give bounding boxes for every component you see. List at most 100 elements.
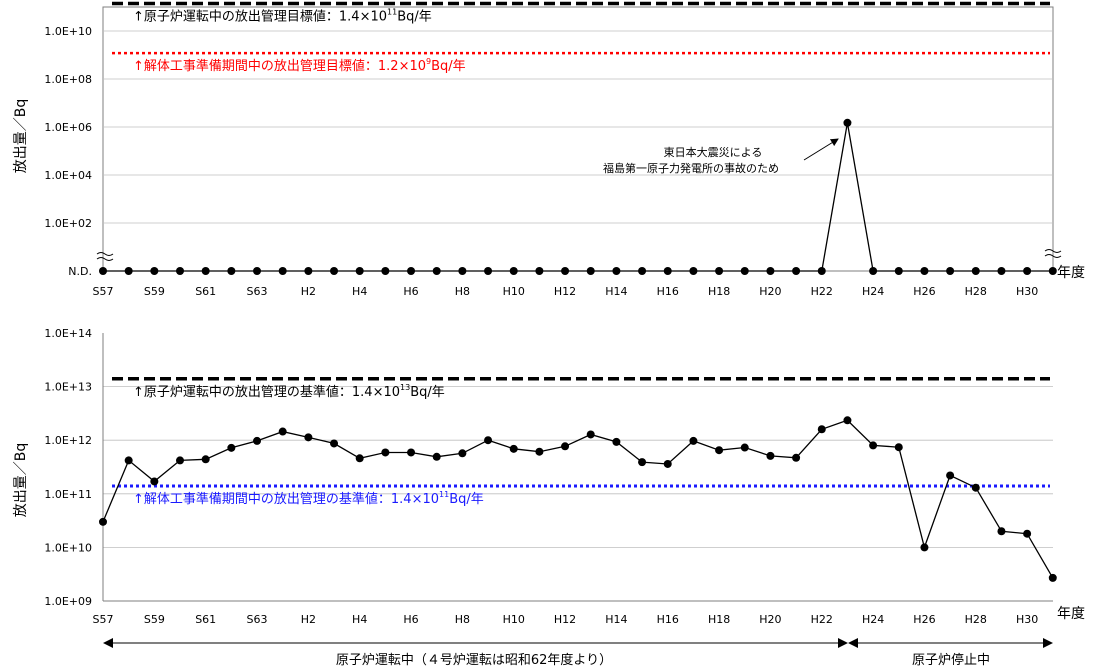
data-point bbox=[612, 267, 621, 275]
data-point bbox=[715, 446, 724, 455]
data-point bbox=[843, 416, 852, 425]
x-tick-label: H30 bbox=[1016, 613, 1038, 626]
data-point bbox=[150, 267, 159, 275]
data-point bbox=[458, 267, 467, 275]
y-tick-label: 1.0E+10 bbox=[44, 541, 92, 554]
shutdown-period-label: 原子炉停止中 bbox=[912, 652, 990, 668]
x-tick-label: S61 bbox=[195, 285, 216, 298]
data-point bbox=[612, 437, 621, 446]
data-point bbox=[381, 267, 390, 275]
data-point bbox=[971, 483, 980, 492]
data-point bbox=[920, 543, 929, 552]
x-tick-label: H14 bbox=[605, 285, 627, 298]
data-point bbox=[330, 267, 339, 275]
x-tick-label: H10 bbox=[503, 613, 525, 626]
data-point bbox=[99, 517, 107, 526]
x-tick-label: H18 bbox=[708, 613, 730, 626]
data-point bbox=[176, 456, 185, 465]
data-point bbox=[535, 267, 544, 275]
data-point bbox=[124, 456, 133, 465]
y-tick-label: 1.0E+08 bbox=[44, 73, 92, 86]
data-point bbox=[869, 267, 878, 275]
x-tick-label: H20 bbox=[759, 613, 781, 626]
data-point bbox=[766, 267, 775, 275]
data-point bbox=[432, 267, 441, 275]
data-point bbox=[561, 267, 570, 275]
axis-break-right-2 bbox=[1044, 254, 1062, 258]
x-tick-label: H12 bbox=[554, 613, 576, 626]
data-point bbox=[509, 267, 518, 275]
x-tick-label: H4 bbox=[352, 285, 367, 298]
x-tick-label: S63 bbox=[247, 285, 268, 298]
bottom-chart-y-axis-label: 放出量／Bq bbox=[13, 443, 29, 518]
x-tick-label: H16 bbox=[657, 613, 679, 626]
data-point bbox=[792, 453, 801, 462]
x-tick-label: H22 bbox=[811, 285, 833, 298]
y-tick-label: 1.0E+02 bbox=[44, 217, 92, 230]
x-tick-label: H14 bbox=[605, 613, 627, 626]
data-point bbox=[586, 430, 595, 439]
data-point bbox=[124, 267, 133, 275]
x-tick-label: H2 bbox=[301, 613, 316, 626]
top-chart-x-axis-label: 年度 bbox=[1057, 265, 1085, 281]
x-tick-label: H24 bbox=[862, 285, 884, 298]
data-point bbox=[432, 452, 441, 461]
data-point bbox=[997, 527, 1006, 536]
data-point bbox=[586, 267, 595, 275]
data-point bbox=[278, 427, 287, 436]
x-tick-label: H22 bbox=[811, 613, 833, 626]
data-point bbox=[355, 267, 364, 275]
data-point bbox=[1023, 267, 1032, 275]
data-point bbox=[766, 451, 775, 460]
top-chart: 1.0E+021.0E+041.0E+061.0E+081.0E+10N.D. … bbox=[13, 1, 1085, 298]
data-point bbox=[792, 267, 801, 275]
y-tick-label: 1.0E+04 bbox=[44, 169, 92, 182]
x-tick-label: S59 bbox=[144, 613, 165, 626]
operation-period-arrowhead-left bbox=[103, 638, 113, 648]
operation-standard-label: ↑原子炉運転中の放出管理の基準値：1.4×1013Bq/年 bbox=[133, 383, 445, 400]
series-line bbox=[103, 122, 1053, 272]
x-tick-label: H4 bbox=[352, 613, 367, 626]
data-point bbox=[304, 433, 313, 442]
y-tick-label: 1.0E+10 bbox=[44, 25, 92, 38]
x-tick-label: S57 bbox=[93, 613, 114, 626]
x-tick-label: H8 bbox=[455, 613, 470, 626]
y-tick-label: 1.0E+12 bbox=[44, 434, 92, 447]
decommission-standard-label: ↑解体工事準備期間中の放出管理の基準値：1.4×1011Bq/年 bbox=[133, 490, 484, 507]
axis-break-left-2 bbox=[96, 257, 114, 261]
data-point bbox=[869, 441, 878, 450]
data-point bbox=[946, 267, 955, 275]
x-tick-label: H8 bbox=[455, 285, 470, 298]
data-point bbox=[355, 454, 364, 463]
x-tick-label: H28 bbox=[965, 285, 987, 298]
x-tick-label: S59 bbox=[144, 285, 165, 298]
x-tick-label: H12 bbox=[554, 285, 576, 298]
data-point bbox=[201, 267, 210, 275]
data-point bbox=[817, 267, 826, 275]
accident-annotation-line-1: 東日本大震災による bbox=[664, 145, 763, 159]
y-tick-label: 1.0E+09 bbox=[44, 595, 92, 608]
data-point bbox=[689, 436, 698, 445]
x-tick-label: H20 bbox=[759, 285, 781, 298]
data-point bbox=[817, 425, 826, 434]
shutdown-period-arrowhead-left bbox=[848, 638, 858, 648]
accident-annotation-line-2: 福島第一原子力発電所の事故のため bbox=[603, 161, 779, 175]
data-point bbox=[176, 267, 185, 275]
data-point bbox=[689, 267, 698, 275]
data-point bbox=[1048, 267, 1057, 275]
data-point bbox=[201, 455, 210, 464]
data-point bbox=[407, 267, 416, 275]
y-tick-label: 1.0E+06 bbox=[44, 121, 92, 134]
data-point bbox=[458, 449, 467, 458]
data-point bbox=[278, 267, 287, 275]
bottom-chart-plot-area bbox=[103, 333, 1053, 601]
nd-tick-label: N.D. bbox=[68, 265, 92, 278]
y-tick-label: 1.0E+14 bbox=[44, 327, 92, 340]
data-point bbox=[509, 444, 518, 453]
series-line bbox=[102, 419, 1054, 579]
period-indicators: 原子炉運転中（４号炉運転は昭和62年度より） 原子炉停止中 bbox=[103, 638, 1053, 668]
bottom-chart: 1.0E+09 1.0E+10 1.0E+11 1.0E+12 1.0E+13 1.0E+… bbox=[13, 327, 1085, 626]
data-point bbox=[638, 458, 647, 467]
data-point bbox=[997, 267, 1006, 275]
